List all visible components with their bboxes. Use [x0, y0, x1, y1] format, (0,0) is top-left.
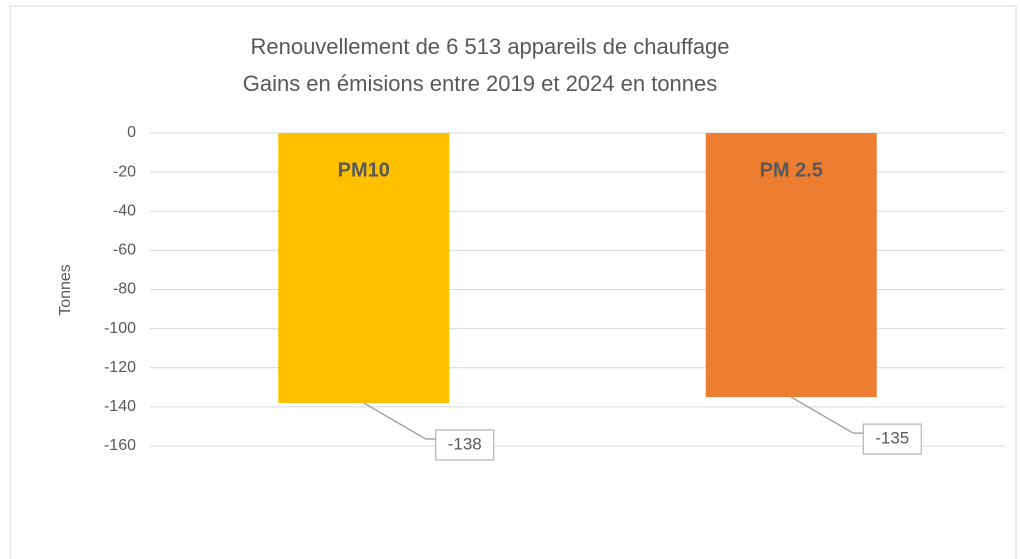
y-tick-label: -40 — [113, 202, 136, 219]
value-label-box — [862, 423, 922, 455]
category-label: PM10 — [338, 159, 390, 181]
y-tick-label: -20 — [113, 163, 136, 180]
value-label: -138 — [448, 434, 482, 453]
y-tick-label: -60 — [113, 242, 136, 259]
leader-line — [790, 396, 864, 434]
value-label: -135 — [875, 429, 909, 448]
y-axis-label: Tonnes — [57, 264, 74, 316]
y-tick-label: 0 — [127, 124, 136, 141]
y-tick-label: -160 — [104, 437, 136, 454]
chart-title: Renouvellement de 6 513 appareils de cha… — [250, 34, 729, 59]
value-label-box — [435, 429, 495, 461]
y-tick-label: -120 — [104, 359, 136, 376]
y-tick-label: -140 — [104, 398, 136, 415]
bar — [705, 133, 877, 398]
chart-subtitle: Gains en émisions entre 2019 et 2024 en … — [243, 71, 718, 96]
y-tick-label: -100 — [104, 320, 136, 337]
leader-line — [363, 402, 436, 440]
y-tick-label: -80 — [113, 281, 136, 298]
bar — [278, 133, 450, 403]
category-label: PM 2.5 — [760, 159, 823, 181]
